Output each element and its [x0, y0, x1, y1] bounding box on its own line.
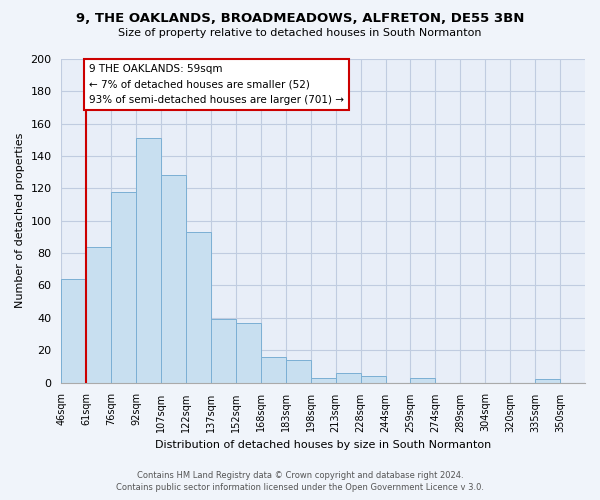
Text: 9 THE OAKLANDS: 59sqm
← 7% of detached houses are smaller (52)
93% of semi-detac: 9 THE OAKLANDS: 59sqm ← 7% of detached h…: [89, 64, 344, 105]
Bar: [361, 376, 386, 382]
Bar: [286, 360, 311, 382]
Y-axis label: Number of detached properties: Number of detached properties: [15, 133, 25, 308]
Bar: [186, 232, 211, 382]
Bar: [86, 246, 111, 382]
Bar: [335, 373, 361, 382]
Text: 9, THE OAKLANDS, BROADMEADOWS, ALFRETON, DE55 3BN: 9, THE OAKLANDS, BROADMEADOWS, ALFRETON,…: [76, 12, 524, 26]
Bar: [535, 380, 560, 382]
Text: Contains HM Land Registry data © Crown copyright and database right 2024.
Contai: Contains HM Land Registry data © Crown c…: [116, 471, 484, 492]
Bar: [236, 322, 261, 382]
Bar: [136, 138, 161, 382]
Bar: [211, 320, 236, 382]
Bar: [261, 356, 286, 382]
Bar: [61, 279, 86, 382]
Bar: [161, 176, 186, 382]
Bar: [311, 378, 335, 382]
Bar: [410, 378, 436, 382]
Bar: [111, 192, 136, 382]
X-axis label: Distribution of detached houses by size in South Normanton: Distribution of detached houses by size …: [155, 440, 491, 450]
Text: Size of property relative to detached houses in South Normanton: Size of property relative to detached ho…: [118, 28, 482, 38]
